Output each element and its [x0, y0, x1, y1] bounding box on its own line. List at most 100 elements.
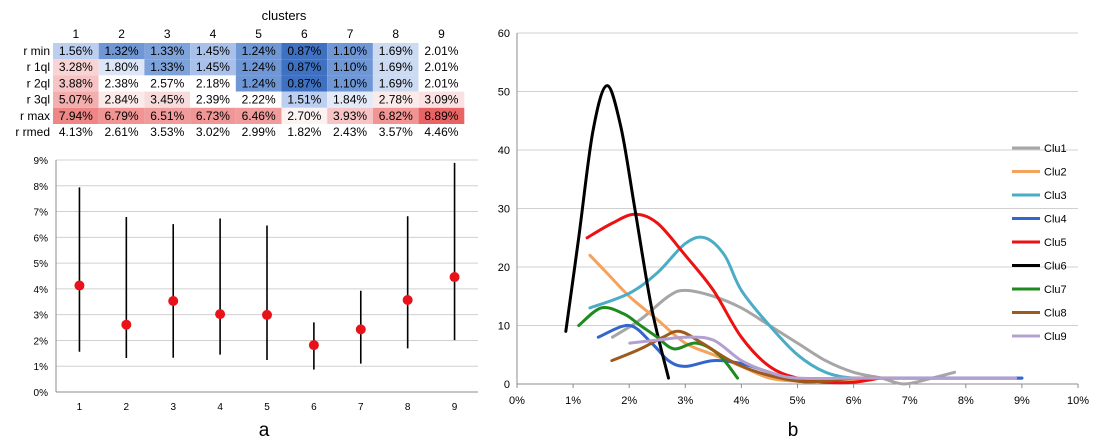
range-x-tick-label: 5	[264, 402, 270, 413]
table-cell: 4.46%	[424, 125, 458, 139]
table-cell-fill	[281, 91, 328, 108]
table-cell-fill	[327, 107, 373, 124]
table-cell: 2.99%	[242, 125, 276, 139]
line-y-tick-label: 10	[498, 321, 510, 333]
cluster-stats-table: clusters 1 2 3 4 5 6 7 8 9 r min 1.56% 1.32% 1.33% 1.…	[15, 8, 465, 141]
table-cell-fill	[372, 43, 419, 60]
table-cell: 1.69%	[379, 60, 413, 74]
table-cell: 0.87%	[287, 60, 321, 74]
table-cell: 4.13%	[59, 125, 93, 139]
table-cell-fill	[372, 75, 419, 92]
table-cell-fill	[98, 75, 145, 92]
table-column-header: 4	[210, 27, 217, 41]
table-column-header: 1	[73, 27, 80, 41]
table-column-header: 9	[438, 27, 445, 41]
table-cell: 0.87%	[287, 76, 321, 90]
table-cell: 1.45%	[196, 44, 230, 58]
table-cell: 1.24%	[242, 60, 276, 74]
line-x-tick-label: 4%	[733, 395, 749, 407]
line-x-tick-label: 0%	[509, 395, 525, 407]
line-x-tick-label: 5%	[790, 395, 806, 407]
table-cell: 3.53%	[150, 125, 184, 139]
table-cell: 1.10%	[333, 76, 367, 90]
table-column-header: 6	[301, 27, 308, 41]
table-column-header: 8	[392, 27, 399, 41]
median-point	[215, 309, 226, 320]
legend-entry: Clu8	[1044, 308, 1067, 320]
table-cell-fill	[281, 43, 328, 60]
table-cell: 1.24%	[242, 76, 276, 90]
range-x-tick-label: 7	[358, 402, 364, 413]
table-cell-fill	[53, 91, 99, 108]
table-cell: 7.94%	[59, 109, 93, 123]
range-x-tick-label: 1	[77, 402, 83, 413]
table-cell: 3.02%	[196, 125, 230, 139]
table-column-header: 2	[118, 27, 125, 41]
table-cell: 1.82%	[287, 125, 321, 139]
table-cell-fill	[418, 59, 465, 76]
range-y-tick-label: 6%	[34, 233, 49, 244]
series-line-clu9	[628, 335, 1018, 381]
table-cell-fill	[235, 43, 282, 60]
table-cell-fill	[235, 59, 282, 76]
table-cell-fill	[418, 124, 465, 141]
range-y-tick-label: 0%	[34, 388, 49, 399]
table-cell-fill	[144, 124, 191, 141]
table-cell: 1.45%	[196, 60, 230, 74]
line-y-tick-label: 50	[498, 87, 510, 99]
line-x-tick-label: 9%	[1014, 395, 1030, 407]
median-point	[121, 319, 132, 330]
table-cell: 3.88%	[59, 76, 93, 90]
line-x-tick-label: 1%	[565, 395, 581, 407]
table-cell-fill	[418, 107, 465, 124]
table-cell: 6.73%	[196, 109, 230, 123]
line-x-tick-label: 6%	[846, 395, 862, 407]
line-x-tick-label: 3%	[677, 395, 693, 407]
table-cell-fill	[418, 43, 465, 60]
range-y-tick-label: 8%	[34, 182, 49, 193]
table-row-label: r rmed	[15, 125, 50, 139]
table-cell-fill	[281, 107, 328, 124]
range-x-tick-label: 4	[217, 402, 223, 413]
table-cell-fill	[372, 124, 419, 141]
table-column-header: 7	[347, 27, 354, 41]
table-cell: 1.32%	[105, 44, 139, 58]
panel-label-b: b	[788, 420, 799, 441]
table-cell: 1.51%	[287, 93, 321, 107]
table-title: clusters	[262, 8, 307, 23]
median-point	[308, 340, 319, 351]
table-cell-fill	[144, 91, 191, 108]
range-x-tick-label: 6	[311, 402, 317, 413]
table-cell-fill	[53, 124, 99, 141]
legend-entry: Clu3	[1044, 190, 1067, 202]
table-cell: 1.33%	[150, 44, 184, 58]
table-cell-fill	[98, 91, 145, 108]
range-y-tick-label: 3%	[34, 311, 49, 322]
table-cell: 2.01%	[424, 44, 458, 58]
table-cell-fill	[144, 59, 191, 76]
table-cell: 6.79%	[105, 109, 139, 123]
table-cell-fill	[281, 124, 328, 141]
table-cell: 2.38%	[105, 76, 139, 90]
table-cell: 6.82%	[379, 109, 413, 123]
median-point	[74, 280, 85, 291]
table-cell: 1.84%	[333, 93, 367, 107]
table-cell: 1.69%	[379, 44, 413, 58]
legend-entry: Clu6	[1044, 261, 1067, 273]
density-line-chart: 0 10 20 30 40 50 60 0% 1% 2% 3% 4% 5% 6% 7% 8% 9% 10% Clu1…	[498, 28, 1089, 407]
line-x-tick-label: 10%	[1067, 395, 1089, 407]
table-cell: 3.93%	[333, 109, 367, 123]
table-column-header: 5	[255, 27, 262, 41]
table-cell-fill	[372, 91, 419, 108]
table-cell-fill	[418, 91, 465, 108]
table-cell-fill	[190, 91, 236, 108]
table-row-label: r 1ql	[27, 60, 50, 74]
table-cell-fill	[281, 59, 328, 76]
range-x-tick-label: 2	[124, 402, 130, 413]
range-y-tick-label: 5%	[34, 259, 49, 270]
legend-entry: Clu7	[1044, 284, 1067, 296]
legend-entry: Clu2	[1044, 167, 1067, 179]
table-column-header: 3	[164, 27, 171, 41]
table-cell: 1.33%	[150, 60, 184, 74]
